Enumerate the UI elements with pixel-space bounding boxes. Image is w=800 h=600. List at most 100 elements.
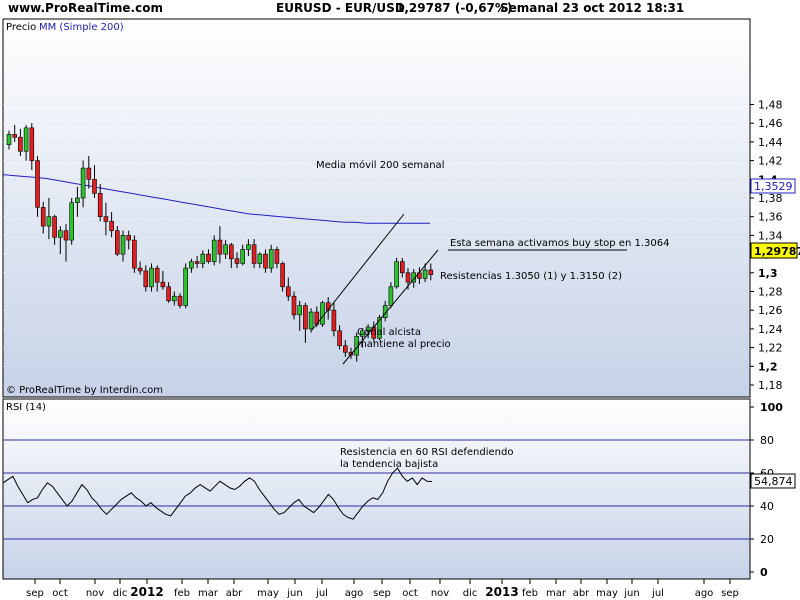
x-tick-label: jul <box>315 588 328 599</box>
annotation-channel-2: mantiene al precio <box>357 339 451 350</box>
rsi-tick-label: 80 <box>760 434 774 447</box>
site-title[interactable]: www.ProRealTime.com <box>8 1 163 15</box>
price-tick-label: 1,18 <box>758 379 783 392</box>
candle-body <box>132 239 137 269</box>
candle-body <box>291 295 297 316</box>
candle-body <box>360 330 365 337</box>
candle-body <box>320 302 325 325</box>
rsi-tick-label: 40 <box>760 500 774 513</box>
price-tick-label: 1,2 <box>758 360 778 373</box>
x-tick-label: ago <box>695 588 714 599</box>
rsi-tick-label: 0 <box>760 566 768 579</box>
channel-upper-line <box>311 213 405 331</box>
price-tick-label: 1,46 <box>758 117 783 130</box>
ma-value-label: 1,3529 <box>754 180 793 193</box>
candle-body <box>120 235 126 255</box>
price-tick-label: 1,48 <box>758 99 783 112</box>
copyright: © ProRealTime by Interdin.com <box>6 385 163 396</box>
rsi-line <box>2 467 433 520</box>
period-date: Semanal 23 oct 2012 18:31 <box>500 1 685 15</box>
candle-body <box>109 221 114 232</box>
candle-body <box>280 263 285 288</box>
price-tick-label: 1,3 <box>758 267 778 280</box>
x-tick-label: may <box>257 588 279 599</box>
candle-body <box>342 345 348 353</box>
candle-body <box>405 272 411 283</box>
x-tick-label: nov <box>86 588 104 599</box>
x-tick-label: feb <box>174 588 190 599</box>
candle-body <box>189 261 194 269</box>
candle-body <box>297 305 303 316</box>
candle-body <box>263 253 268 269</box>
legend-ma: MM (Simple 200) <box>39 22 124 33</box>
price-tick-label: 1,38 <box>758 192 783 205</box>
candle-body <box>234 258 240 264</box>
x-tick-label: oct <box>402 588 418 599</box>
candle-body <box>183 267 188 306</box>
candle-body <box>57 230 63 238</box>
channel-lower-line <box>342 249 439 365</box>
candle-body <box>143 270 149 288</box>
candle-body <box>137 267 143 272</box>
x-tick-label: 2013 <box>485 585 518 599</box>
legend-prefix: Precio <box>6 22 36 33</box>
candle-body <box>80 167 86 199</box>
candle-body <box>69 202 74 241</box>
candle-body <box>217 239 223 255</box>
rsi-tick-label: 100 <box>760 401 783 414</box>
candle-body <box>29 127 35 161</box>
symbol-title: EURUSD - EUR/USD <box>276 1 405 15</box>
candle-body <box>308 311 314 330</box>
candle-body <box>303 305 308 330</box>
candle-body <box>257 253 263 264</box>
x-tick-label: dic <box>113 588 128 599</box>
price-tick-label: 1,34 <box>758 229 783 242</box>
candle-body <box>211 239 217 262</box>
price-panel <box>2 18 751 398</box>
candle-body <box>377 317 382 339</box>
candle-body <box>172 295 177 302</box>
candle-body <box>229 244 234 260</box>
candle-body <box>240 249 245 264</box>
x-tick-label: abr <box>226 588 243 599</box>
price-value-tag <box>750 242 798 259</box>
x-tick-label: oct <box>52 588 68 599</box>
candle-body <box>246 244 251 250</box>
price-tick-label: 1,28 <box>758 286 783 299</box>
x-tick-label: dic <box>463 588 478 599</box>
candle-body <box>126 235 131 241</box>
rsi-panel <box>2 398 751 580</box>
candle-body <box>23 127 29 152</box>
price-tick-label: 1,42 <box>758 155 783 168</box>
candle-body <box>206 253 211 262</box>
annotation-buy-stop: Esta semana activamos buy stop en 1.3064 <box>450 238 669 249</box>
rsi-value-tag <box>750 473 796 489</box>
price-tick-label: 1,26 <box>758 304 783 317</box>
x-tick-label: abr <box>573 588 590 599</box>
candle-body <box>92 179 97 194</box>
candle-body <box>399 261 405 274</box>
ma-layer <box>2 174 430 224</box>
annotation-channel-1: Canal alcista <box>357 327 421 338</box>
candle-body <box>223 244 228 255</box>
candle-body <box>388 286 394 306</box>
rsi-tick-label: 20 <box>760 533 774 546</box>
candle-body <box>6 134 12 146</box>
candle-body <box>365 326 371 332</box>
x-axis: sep oct nov dic 2012 feb mar abr may jun jul ago sep… <box>26 579 739 599</box>
candle-body <box>194 261 200 264</box>
x-tick-label: 2012 <box>130 585 163 599</box>
candle-body <box>177 295 183 306</box>
candle-body <box>394 261 399 288</box>
x-tick-label: nov <box>431 588 449 599</box>
chart-header: www.ProRealTime.com EURUSD - EUR/USD 1,2… <box>0 0 800 18</box>
candle-body <box>160 281 166 288</box>
x-tick-label: may <box>596 588 618 599</box>
candle-body <box>63 230 69 241</box>
candle-body <box>285 286 291 297</box>
candle-body <box>200 253 206 264</box>
candle-body <box>103 216 109 222</box>
x-tick-label: feb <box>522 588 538 599</box>
candle-body <box>149 267 154 288</box>
